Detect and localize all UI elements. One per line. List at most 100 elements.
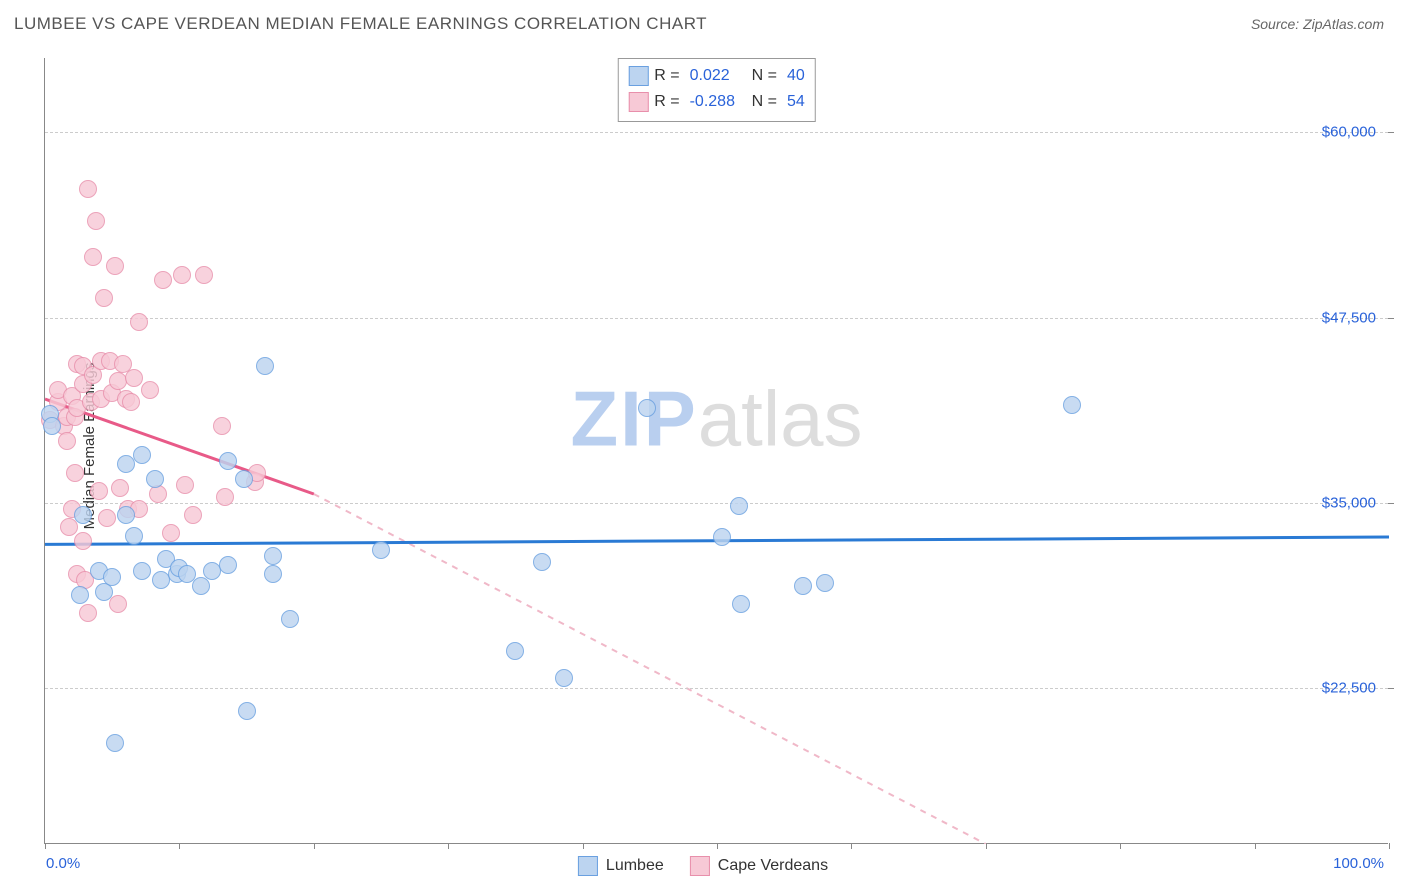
stats-row-blue: R = 0.022 N = 40 xyxy=(628,63,804,89)
swatch-blue xyxy=(628,66,648,86)
trend-lines-svg xyxy=(45,58,1389,844)
point-cape-verdeans xyxy=(90,482,108,500)
n-label: N = xyxy=(752,93,777,111)
point-lumbee xyxy=(713,528,731,546)
point-lumbee xyxy=(192,577,210,595)
x-tick xyxy=(1120,843,1121,849)
x-tick xyxy=(45,843,46,849)
point-lumbee xyxy=(235,470,253,488)
point-lumbee xyxy=(555,669,573,687)
stats-legend: R = 0.022 N = 40 R = -0.288 N = 54 xyxy=(617,58,815,122)
point-lumbee xyxy=(219,556,237,574)
r-value-blue: 0.022 xyxy=(686,67,746,85)
point-cape-verdeans xyxy=(173,266,191,284)
r-label: R = xyxy=(654,67,679,85)
point-cape-verdeans xyxy=(95,289,113,307)
point-lumbee xyxy=(533,553,551,571)
point-lumbee xyxy=(506,642,524,660)
point-cape-verdeans xyxy=(111,479,129,497)
point-lumbee xyxy=(1063,396,1081,414)
point-lumbee xyxy=(219,452,237,470)
swatch-pink xyxy=(628,92,648,112)
series-legend: Lumbee Cape Verdeans xyxy=(578,856,828,876)
point-cape-verdeans xyxy=(58,432,76,450)
gridline xyxy=(45,318,1388,319)
point-lumbee xyxy=(638,399,656,417)
stats-row-pink: R = -0.288 N = 54 xyxy=(628,89,804,115)
point-cape-verdeans xyxy=(162,524,180,542)
point-cape-verdeans xyxy=(130,313,148,331)
point-cape-verdeans xyxy=(79,180,97,198)
point-lumbee xyxy=(43,417,61,435)
point-cape-verdeans xyxy=(176,476,194,494)
n-value-blue: 40 xyxy=(783,67,805,85)
legend-item-cape-verdeans: Cape Verdeans xyxy=(690,856,828,876)
n-value-pink: 54 xyxy=(783,93,805,111)
y-tick-label: $60,000 xyxy=(1322,124,1376,141)
point-lumbee xyxy=(125,527,143,545)
point-cape-verdeans xyxy=(154,271,172,289)
x-axis-max-label: 100.0% xyxy=(1333,855,1384,872)
point-lumbee xyxy=(238,702,256,720)
point-lumbee xyxy=(71,586,89,604)
watermark-zip: ZIP xyxy=(570,375,697,463)
legend-item-lumbee: Lumbee xyxy=(578,856,664,876)
source-label: Source: ZipAtlas.com xyxy=(1251,16,1384,32)
point-cape-verdeans xyxy=(74,532,92,550)
gridline xyxy=(45,132,1388,133)
r-value-pink: -0.288 xyxy=(686,93,746,111)
gridline xyxy=(45,688,1388,689)
point-lumbee xyxy=(133,562,151,580)
point-cape-verdeans xyxy=(184,506,202,524)
x-tick xyxy=(717,843,718,849)
swatch-blue xyxy=(578,856,598,876)
x-tick xyxy=(986,843,987,849)
y-tick-label: $47,500 xyxy=(1322,309,1376,326)
header: LUMBEE VS CAPE VERDEAN MEDIAN FEMALE EAR… xyxy=(0,0,1406,48)
n-label: N = xyxy=(752,67,777,85)
y-tick xyxy=(1388,132,1394,133)
chart-title: LUMBEE VS CAPE VERDEAN MEDIAN FEMALE EAR… xyxy=(14,14,707,33)
legend-label-lumbee: Lumbee xyxy=(606,857,664,875)
point-cape-verdeans xyxy=(66,464,84,482)
point-lumbee xyxy=(281,610,299,628)
swatch-pink xyxy=(690,856,710,876)
point-lumbee xyxy=(794,577,812,595)
x-axis-min-label: 0.0% xyxy=(46,855,80,872)
point-lumbee xyxy=(74,506,92,524)
point-cape-verdeans xyxy=(195,266,213,284)
point-cape-verdeans xyxy=(109,372,127,390)
x-tick xyxy=(1389,843,1390,849)
x-tick xyxy=(1255,843,1256,849)
point-lumbee xyxy=(264,565,282,583)
y-tick xyxy=(1388,688,1394,689)
point-lumbee xyxy=(732,595,750,613)
point-cape-verdeans xyxy=(98,509,116,527)
point-lumbee xyxy=(730,497,748,515)
point-cape-verdeans xyxy=(106,257,124,275)
point-lumbee xyxy=(264,547,282,565)
point-lumbee xyxy=(816,574,834,592)
x-tick xyxy=(179,843,180,849)
point-cape-verdeans xyxy=(109,595,127,613)
y-tick-label: $35,000 xyxy=(1322,494,1376,511)
x-tick xyxy=(851,843,852,849)
point-cape-verdeans xyxy=(216,488,234,506)
point-lumbee xyxy=(256,357,274,375)
x-tick xyxy=(583,843,584,849)
plot-area: ZIPatlas R = 0.022 N = 40 R = -0.288 N =… xyxy=(44,58,1388,844)
watermark-atlas: atlas xyxy=(698,375,863,463)
y-tick xyxy=(1388,503,1394,504)
point-cape-verdeans xyxy=(213,417,231,435)
chart-container: LUMBEE VS CAPE VERDEAN MEDIAN FEMALE EAR… xyxy=(0,0,1406,892)
point-lumbee xyxy=(372,541,390,559)
point-cape-verdeans xyxy=(79,604,97,622)
gridline xyxy=(45,503,1388,504)
x-tick xyxy=(314,843,315,849)
legend-label-cape-verdeans: Cape Verdeans xyxy=(718,857,828,875)
point-lumbee xyxy=(117,506,135,524)
point-lumbee xyxy=(103,568,121,586)
point-lumbee xyxy=(106,734,124,752)
plot-wrap: ZIPatlas R = 0.022 N = 40 R = -0.288 N =… xyxy=(44,58,1388,844)
point-lumbee xyxy=(146,470,164,488)
